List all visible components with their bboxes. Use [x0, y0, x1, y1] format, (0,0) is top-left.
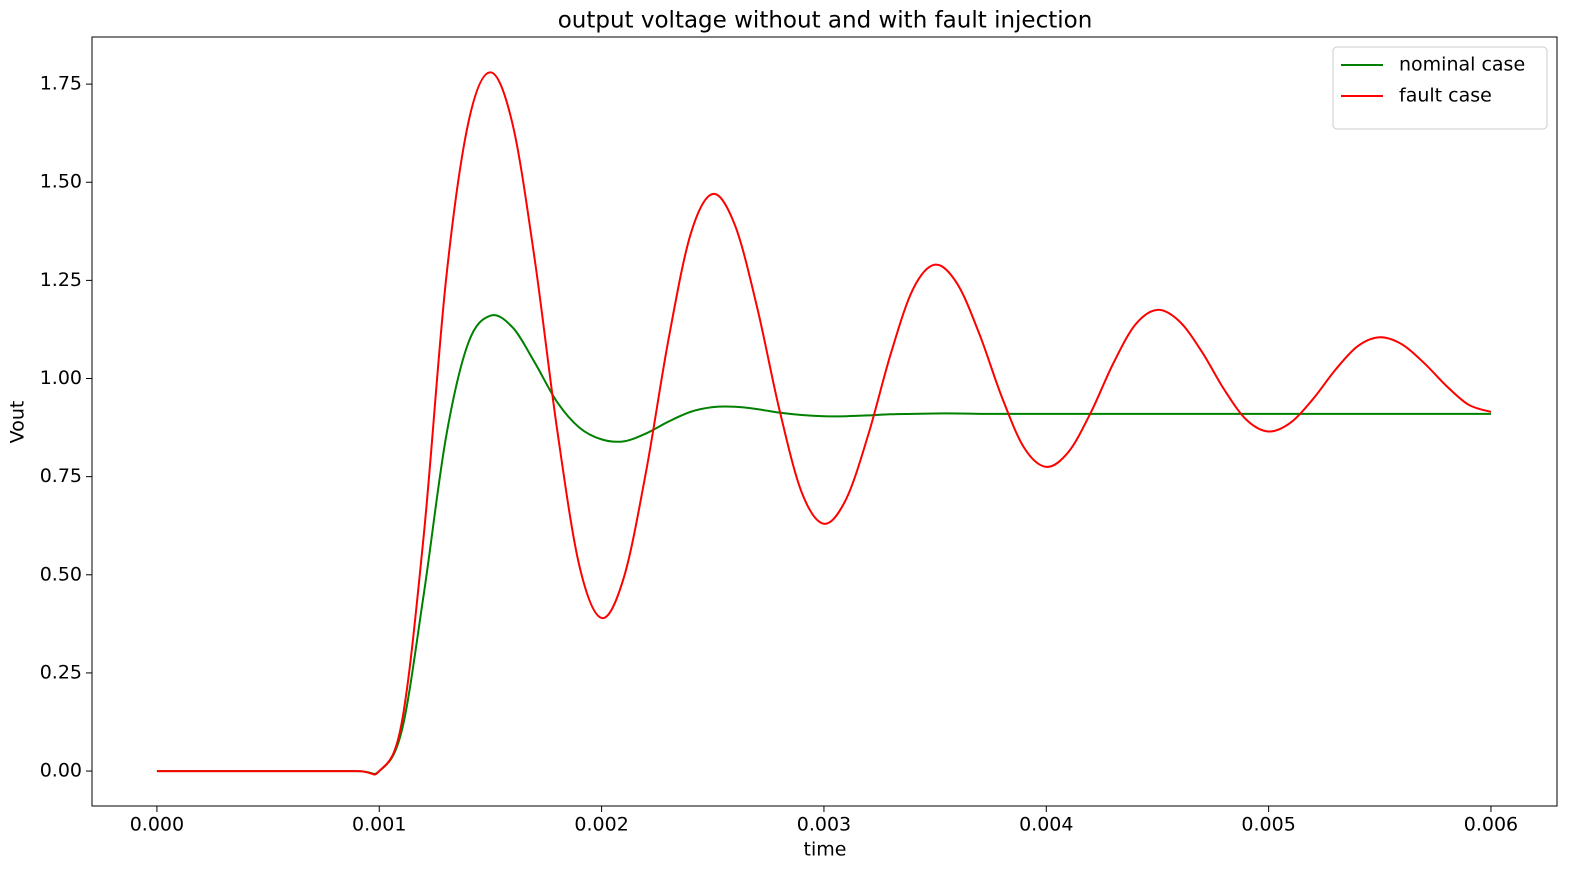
chart-title: output voltage without and with fault in… — [558, 8, 1093, 34]
x-tick-label: 0.001 — [352, 814, 406, 836]
x-axis-label: time — [804, 839, 847, 861]
y-tick-label: 1.75 — [40, 73, 82, 95]
series-line — [156, 71, 1492, 776]
y-tick-label: 0.00 — [40, 760, 82, 782]
y-axis-label: Vout — [7, 401, 29, 444]
x-tick-label: 0.000 — [130, 814, 184, 836]
y-tick-label: 1.25 — [40, 269, 82, 291]
y-tick-label: 1.50 — [40, 171, 82, 193]
y-tick-label: 0.50 — [40, 563, 82, 585]
legend-label: fault case — [1399, 85, 1492, 107]
legend-box — [1332, 46, 1548, 130]
x-tick-label: 0.006 — [1464, 814, 1518, 836]
y-tick-label: 0.25 — [40, 661, 82, 683]
y-tick-label: 0.75 — [40, 465, 82, 487]
y-tick-label: 1.00 — [40, 367, 82, 389]
series-line — [156, 314, 1491, 775]
legend-label: nominal case — [1399, 54, 1525, 76]
x-tick-label: 0.004 — [1019, 814, 1073, 836]
x-tick-label: 0.005 — [1241, 814, 1295, 836]
x-tick-label: 0.003 — [797, 814, 851, 836]
plot-frame — [91, 36, 1558, 807]
x-tick-label: 0.002 — [574, 814, 628, 836]
